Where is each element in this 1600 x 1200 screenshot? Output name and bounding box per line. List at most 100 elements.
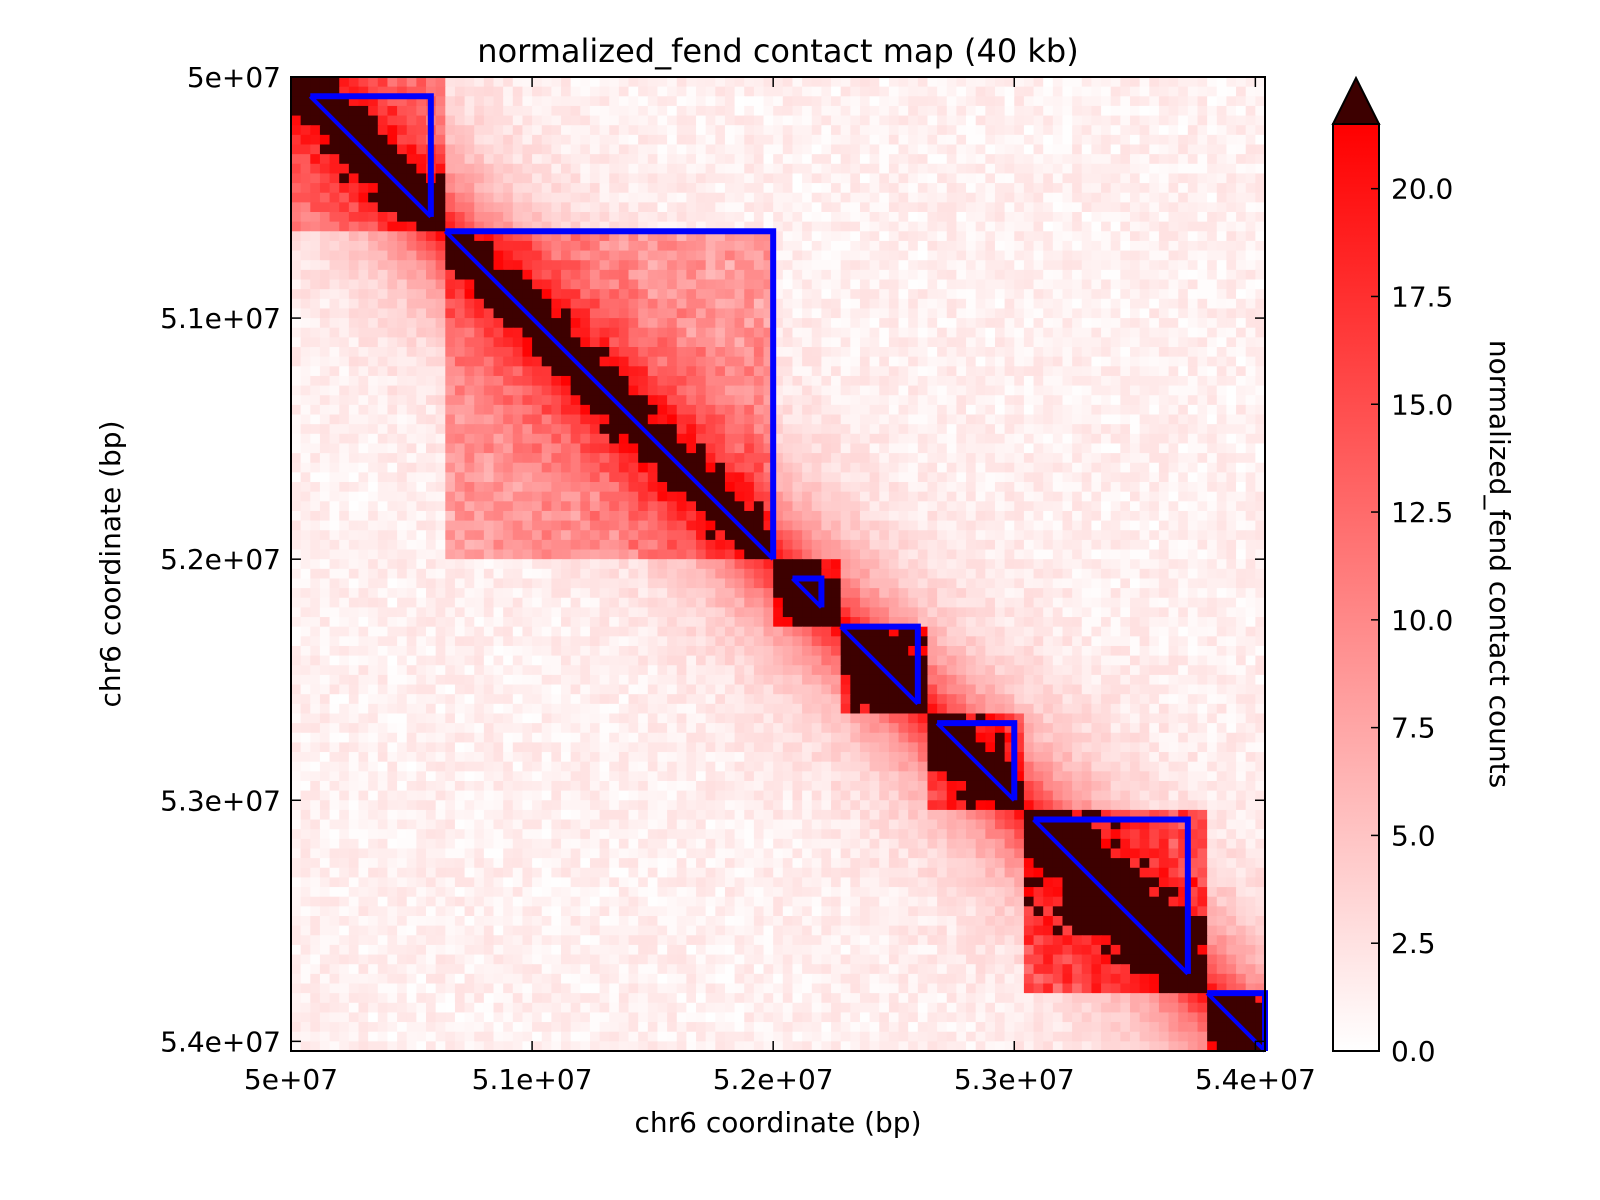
heatmap-cell: [1226, 298, 1237, 310]
heatmap-cell: [319, 453, 331, 464]
heatmap-cell: [300, 77, 311, 88]
heatmap-cell: [426, 318, 437, 329]
heatmap-cell: [908, 443, 919, 454]
heatmap-cell: [1158, 327, 1170, 338]
heatmap-cell: [1168, 433, 1179, 445]
heatmap-cell: [1168, 472, 1179, 483]
heatmap-cell: [522, 77, 533, 88]
heatmap-cell: [387, 539, 398, 551]
heatmap-cell: [994, 453, 1006, 464]
heatmap-cell: [1178, 530, 1189, 541]
heatmap-cell: [483, 125, 495, 136]
heatmap-cell: [512, 231, 524, 242]
heatmap-cell: [609, 530, 620, 541]
heatmap-cell: [1091, 308, 1102, 319]
heatmap-cell: [551, 260, 562, 271]
heatmap-cell: [1014, 510, 1025, 522]
heatmap-cell: [1014, 289, 1025, 300]
heatmap-cell: [532, 347, 543, 358]
heatmap-cell: [1158, 453, 1170, 464]
heatmap-cell: [1033, 250, 1044, 261]
heatmap-cell: [1014, 231, 1025, 242]
heatmap-cell: [937, 308, 948, 319]
heatmap-cell: [358, 375, 369, 387]
heatmap-cell: [792, 86, 803, 97]
heatmap-cell: [435, 385, 446, 396]
heatmap-cell: [503, 77, 514, 88]
heatmap-cell: [1033, 520, 1044, 531]
heatmap-cell: [512, 289, 524, 300]
heatmap-cell: [1052, 144, 1064, 155]
heatmap-cell: [985, 212, 996, 223]
heatmap-cell: [966, 443, 977, 454]
heatmap-cell: [570, 183, 581, 194]
heatmap-cell: [917, 482, 929, 493]
heatmap-cell: [657, 212, 668, 223]
heatmap-cell: [474, 115, 485, 126]
heatmap-cell: [1043, 279, 1054, 290]
heatmap-cell: [879, 308, 890, 319]
heatmap-cell: [715, 250, 726, 261]
heatmap-cell: [1158, 221, 1170, 232]
heatmap-cell: [599, 520, 610, 531]
heatmap-cell: [763, 462, 774, 473]
heatmap-cell: [879, 462, 890, 473]
heatmap-cell: [724, 443, 736, 454]
heatmap-cell: [715, 125, 726, 136]
heatmap-cell: [676, 510, 687, 522]
heatmap-cell: [917, 414, 929, 425]
heatmap-cell: [1014, 96, 1025, 107]
heatmap-cell: [1101, 366, 1112, 377]
heatmap-cell: [869, 134, 880, 146]
heatmap-cell: [715, 366, 726, 377]
heatmap-cell: [802, 539, 813, 551]
heatmap-cell: [358, 433, 369, 445]
heatmap-cell: [1033, 96, 1044, 107]
heatmap-cell: [599, 462, 610, 473]
heatmap-cell: [1178, 433, 1189, 445]
heatmap-cell: [1207, 462, 1218, 473]
heatmap-cell: [522, 375, 533, 387]
heatmap-cell: [1245, 347, 1256, 358]
heatmap-cell: [589, 269, 601, 281]
heatmap-cell: [1072, 347, 1083, 358]
heatmap-cell: [985, 192, 996, 203]
heatmap-cell: [1062, 163, 1073, 175]
heatmap-cell: [1062, 510, 1073, 522]
heatmap-cell: [782, 375, 794, 387]
heatmap-cell: [406, 366, 417, 377]
heatmap-cell: [1178, 443, 1189, 454]
heatmap-cell: [715, 115, 726, 126]
heatmap-cell: [1226, 163, 1237, 175]
heatmap-cell: [1062, 404, 1073, 416]
heatmap-cell: [319, 539, 331, 551]
heatmap-cell: [1052, 173, 1064, 184]
heatmap-cell: [1101, 105, 1112, 117]
heatmap-cell: [811, 192, 822, 203]
heatmap-cell: [512, 96, 524, 107]
heatmap-cell: [1120, 231, 1131, 242]
heatmap-cell: [319, 173, 331, 184]
heatmap-cell: [744, 202, 755, 213]
heatmap-cell: [1207, 443, 1218, 454]
heatmap-cell: [1236, 482, 1247, 493]
heatmap-cell: [503, 404, 514, 416]
heatmap-cell: [917, 347, 929, 358]
heatmap-cell: [397, 192, 408, 203]
heatmap-cell: [512, 433, 524, 445]
heatmap-cell: [734, 202, 745, 213]
heatmap-cell: [445, 183, 456, 194]
heatmap-cell: [1149, 327, 1160, 338]
heatmap-cell: [406, 125, 417, 136]
heatmap-cell: [609, 366, 620, 377]
heatmap-cell: [329, 472, 340, 483]
heatmap-cell: [647, 163, 659, 175]
heatmap-cell: [908, 424, 919, 435]
heatmap-cell: [1236, 202, 1247, 213]
heatmap-cell: [329, 96, 340, 107]
heatmap-cell: [792, 154, 803, 165]
heatmap-cell: [483, 318, 495, 329]
heatmap-cell: [908, 115, 919, 126]
heatmap-cell: [483, 202, 495, 213]
heatmap-cell: [985, 96, 996, 107]
